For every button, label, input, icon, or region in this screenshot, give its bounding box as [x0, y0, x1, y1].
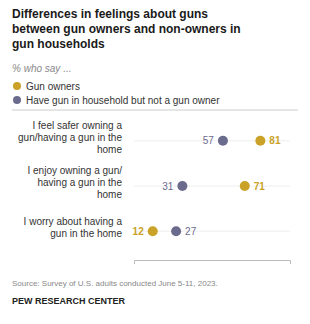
separator [12, 110, 298, 111]
legend-swatch [13, 96, 21, 104]
subtitle: % who say ... [12, 63, 71, 74]
row-guides [134, 141, 290, 231]
data-label: 27 [185, 226, 197, 237]
data-label: 31 [162, 181, 174, 192]
category-label: I feel safer owning agun/having a gun in… [18, 120, 122, 155]
legend-label: Gun owners [26, 81, 80, 92]
dots [148, 136, 266, 236]
legend: Gun owners Have gun in household but not … [13, 81, 220, 106]
source: Source: Survey of U.S. adults conducted … [12, 279, 218, 288]
footer: PEW RESEARCH CENTER [12, 296, 126, 306]
legend-swatch [13, 82, 21, 90]
data-label: 71 [254, 181, 266, 192]
title: Differences in feelings about gunsbetwee… [12, 7, 241, 51]
legend-label: Have gun in household but not a gun owne… [26, 95, 220, 106]
x-axis-line [135, 261, 291, 265]
x-axis [135, 261, 291, 265]
dot [148, 226, 158, 236]
data-label: 57 [203, 135, 215, 146]
data-label: 81 [269, 135, 281, 146]
row-guide [134, 186, 290, 187]
dot [218, 136, 228, 146]
dot [240, 181, 250, 191]
data-label: 12 [133, 226, 145, 237]
category-labels: I feel safer owning agun/having a gun in… [18, 120, 122, 239]
dot [171, 226, 181, 236]
data-labels: 81 57 71 31 12 27 [133, 135, 281, 236]
category-label: I enjoy owning a gun/having a gun in the… [27, 165, 122, 200]
dot [177, 181, 187, 191]
category-label: I worry about having agun in the home [24, 216, 123, 239]
dot [255, 136, 265, 146]
chart: Differences in feelings about gunsbetwee… [0, 0, 310, 324]
